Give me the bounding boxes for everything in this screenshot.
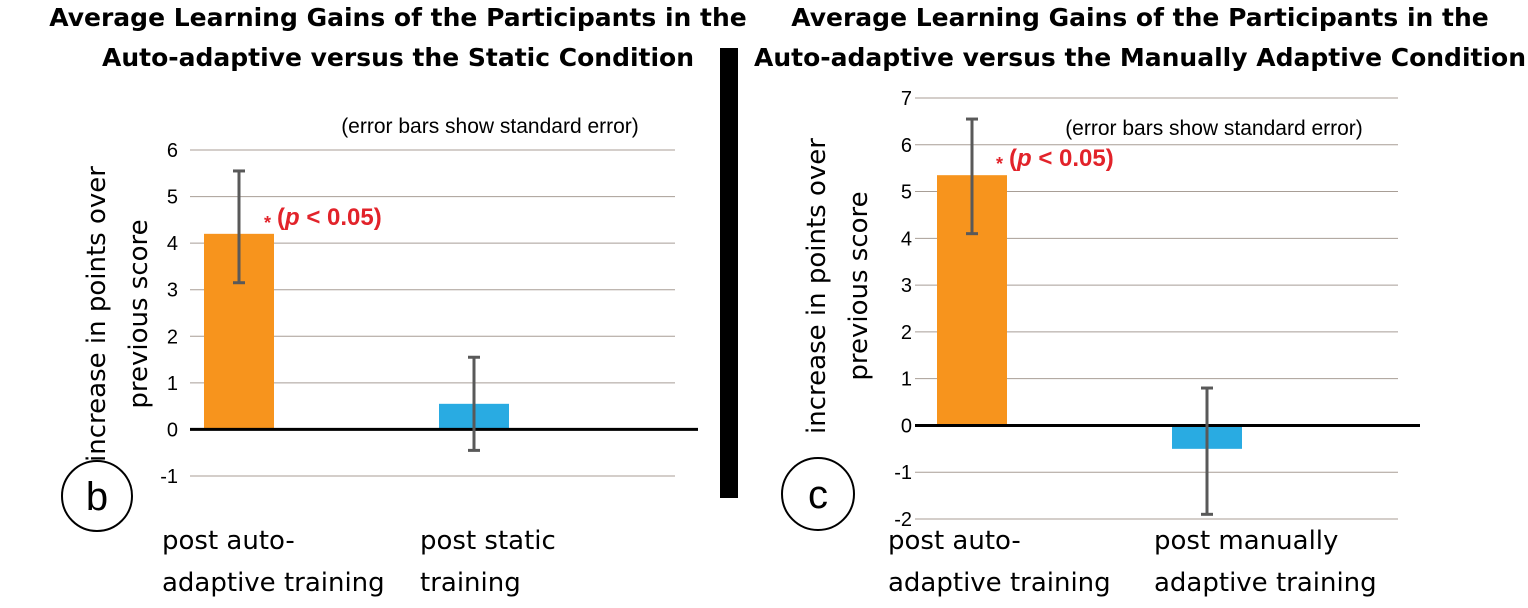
y-tick-label: -1 [894,462,912,484]
y-tick-label: 2 [167,326,178,348]
significance-star: * [264,213,271,233]
y-tick-label: -2 [894,509,912,531]
chart-title-line: Average Learning Gains of the Participan… [49,3,746,32]
significance-star: * [996,154,1003,174]
y-axis-label: increase in points over [82,166,112,462]
y-tick-label: 1 [167,373,178,395]
panel-label-circle [61,460,133,532]
chart-title-line: Average Learning Gains of the Participan… [791,3,1488,32]
error-bar-note: (error bars show standard error) [341,115,639,138]
category-label: adaptive training [888,568,1111,598]
panel-divider [720,48,738,498]
category-label: training [420,568,521,598]
category-label: post static [420,526,556,556]
y-tick-label: 4 [167,233,178,255]
y-tick-label: 5 [167,187,178,209]
y-tick-label: 0 [167,419,178,441]
category-label: post auto- [888,526,1021,556]
significance-label: (p < 0.05) [277,204,382,231]
y-axis-label: previous score [124,219,154,408]
chart-title-line: Auto-adaptive versus the Static Conditio… [102,43,694,72]
panel-label-circle [781,457,855,531]
chart-title-line: Auto-adaptive versus the Manually Adapti… [754,43,1526,72]
significance-p: p [1016,145,1032,172]
category-label: adaptive training [1154,568,1377,598]
y-tick-label: 3 [167,280,178,302]
category-label: post auto- [162,526,295,556]
significance-rest: < 0.05) [300,204,382,231]
panel-label: b [86,475,108,519]
y-tick-label: -1 [160,466,178,488]
significance-p: p [284,204,300,231]
panel-label: c [808,473,828,517]
y-tick-label: 6 [167,140,178,162]
significance-prefix: ( [1009,145,1017,172]
y-tick-label: 6 [901,135,912,157]
y-tick-label: 0 [901,415,912,437]
y-axis-label: previous score [844,191,874,380]
category-label: adaptive training [162,568,385,598]
significance-rest: < 0.05) [1032,145,1114,172]
y-tick-label: 5 [901,182,912,204]
category-label: post manually [1154,526,1338,556]
y-tick-label: 3 [901,275,912,297]
y-tick-label: 1 [901,369,912,391]
y-tick-label: 4 [901,228,912,250]
significance-prefix: ( [277,204,285,231]
significance-label: (p < 0.05) [1009,145,1114,172]
error-bar-note: (error bars show standard error) [1065,117,1363,140]
y-tick-label: 7 [901,88,912,110]
y-axis-label: increase in points over [802,138,832,434]
y-tick-label: 2 [901,322,912,344]
